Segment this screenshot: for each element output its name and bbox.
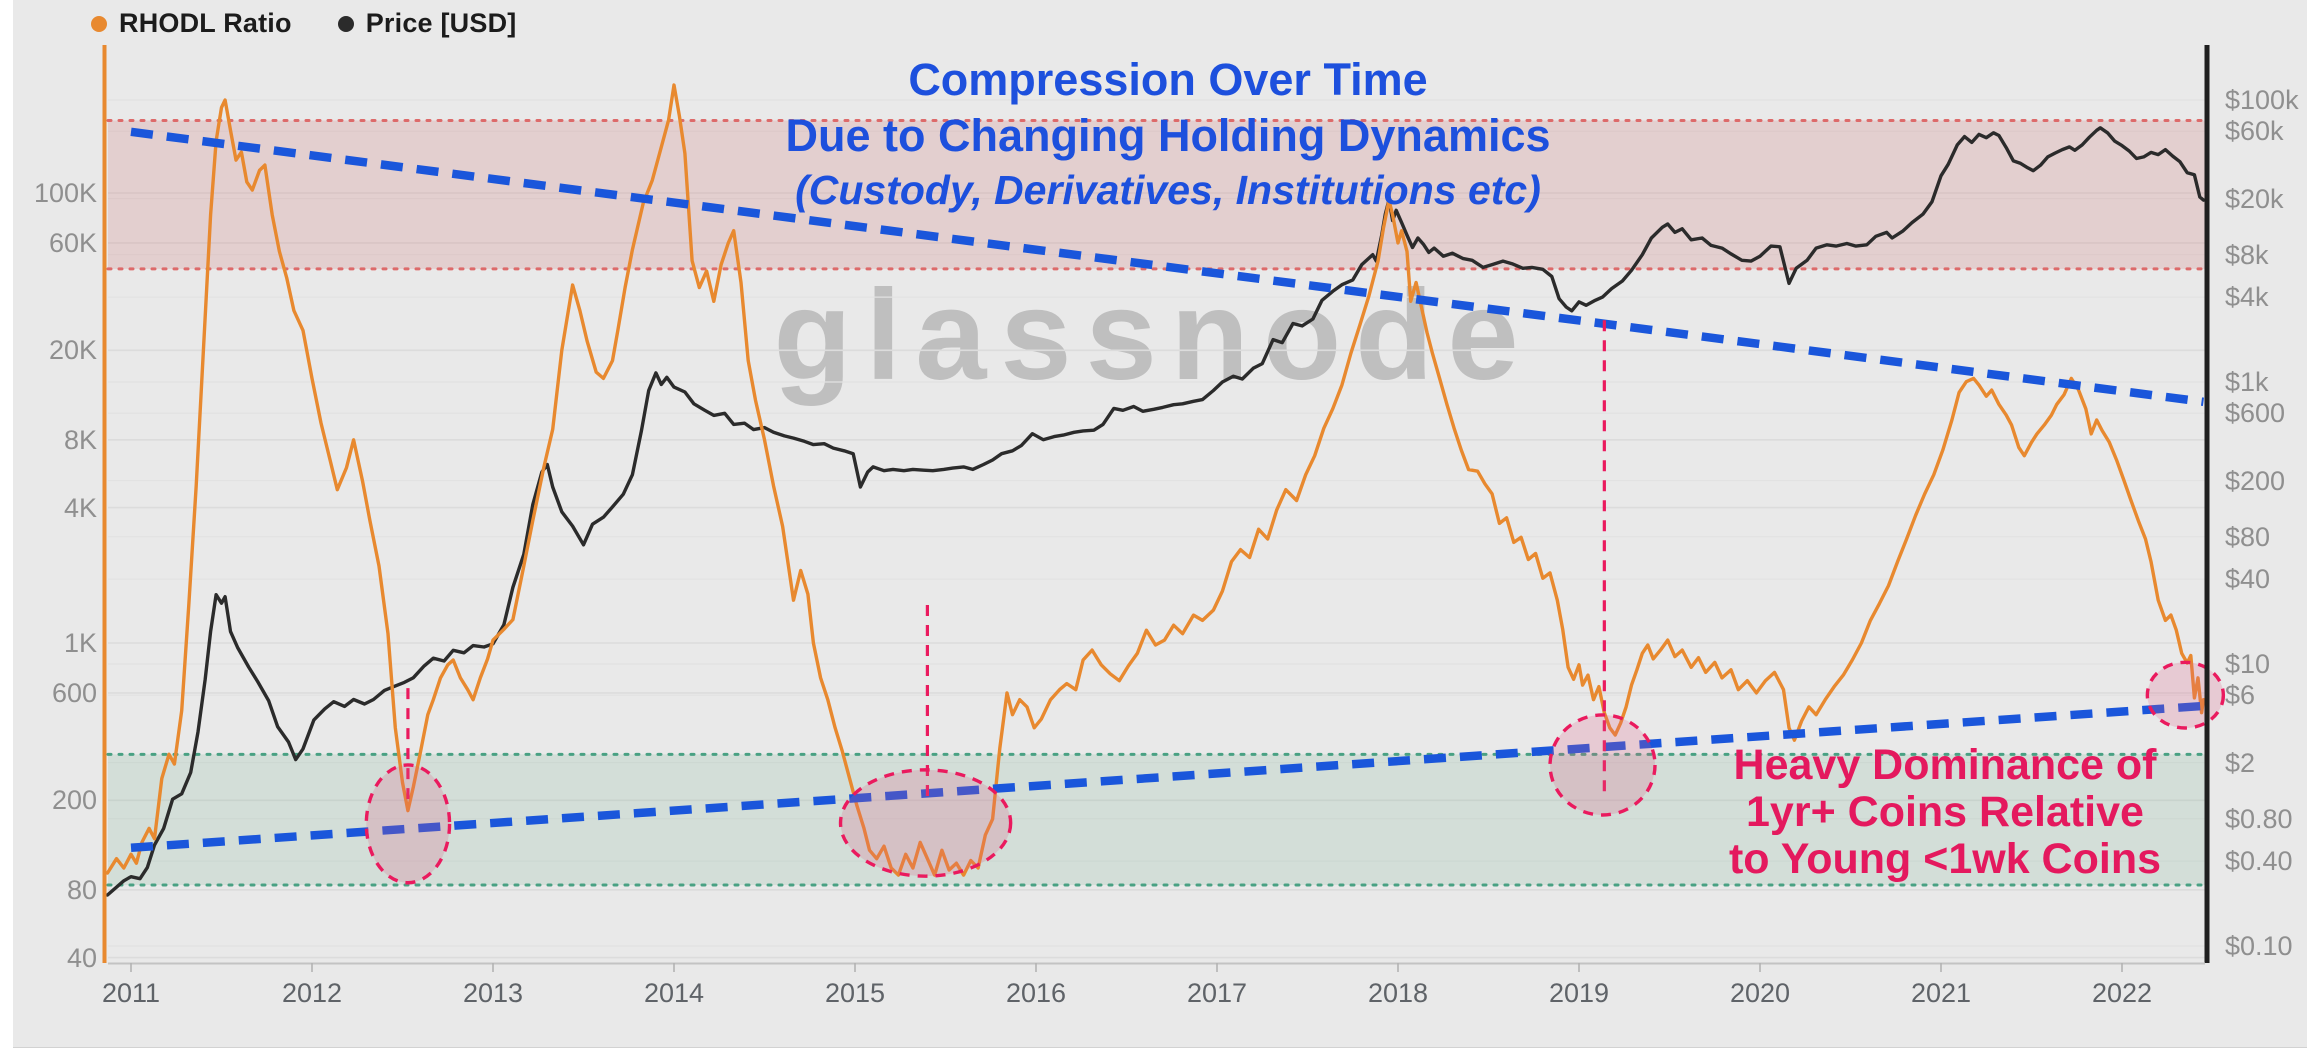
right-tick-label: $2 <box>2225 747 2256 778</box>
cycle-low-ellipse <box>1548 713 1657 817</box>
right-tick-label: $20k <box>2225 183 2284 214</box>
year-tick-label: 2017 <box>1186 978 1248 1008</box>
compression-zone <box>106 119 2207 271</box>
right-tick-label: $8k <box>2225 239 2269 270</box>
left-tick-label: 40 <box>66 942 97 973</box>
legend-label: RHODL Ratio <box>119 8 292 38</box>
dominance-lower-trendline <box>130 701 2204 853</box>
compression-annotation-line3: (Custody, Derivatives, Institutions etc) <box>795 167 1541 213</box>
year-tick-label: 2020 <box>1729 978 1791 1008</box>
year-tick-label: 2011 <box>101 978 161 1008</box>
legend-label: Price [USD] <box>365 8 517 38</box>
rhodl-price-chart <box>102 45 2226 972</box>
left-tick-label: 20K <box>48 335 97 366</box>
left-tick-label: 100K <box>33 178 97 208</box>
glassnode-watermark: glassnode <box>773 264 1533 407</box>
year-tick-label: 2015 <box>824 978 886 1008</box>
right-tick-label: $0.80 <box>2225 803 2293 834</box>
left-tick-label: 600 <box>51 677 97 708</box>
left-tick-label: 80 <box>66 874 97 905</box>
chart-panel: RHODL Ratio Price [USD] glassnode 100K 60… <box>13 0 2307 1048</box>
year-tick-label: 2019 <box>1548 978 1610 1008</box>
compression-annotation-line1: Compression Over Time <box>908 54 1428 105</box>
right-tick-label: $4k <box>2225 282 2269 313</box>
left-tick-label: 4K <box>63 492 97 523</box>
compression-upper-trendline <box>130 127 2204 407</box>
price-series-dot-icon <box>337 15 354 32</box>
cycle-low-ellipse <box>364 763 452 885</box>
cycle-low-ellipse <box>838 768 1013 878</box>
dominance-annotation-line2: 1yr+ Coins Relative <box>1746 788 2144 836</box>
right-tick-label: $40 <box>2225 564 2271 595</box>
right-tick-label: $0.10 <box>2225 931 2293 961</box>
left-tick-label: 200 <box>51 785 97 816</box>
rhodl-series-dot-icon <box>91 15 107 32</box>
year-tick-label: 2021 <box>1910 978 1972 1008</box>
year-tick-label: 2013 <box>462 978 524 1008</box>
legend-item-rhodl-ratio[interactable]: RHODL Ratio <box>91 8 292 39</box>
year-tick-label: 2014 <box>643 978 705 1008</box>
legend-item-price-usd[interactable]: Price [USD] <box>337 8 517 39</box>
gridlines <box>108 99 2205 959</box>
right-tick-label: $100k <box>2225 85 2299 115</box>
compression-annotation-line2: Due to Changing Holding Dynamics <box>785 110 1551 161</box>
right-tick-label: $60k <box>2225 116 2284 147</box>
compression-annotation: Compression Over Time Due to Changing Ho… <box>643 52 1693 216</box>
right-tick-label: $200 <box>2225 465 2286 496</box>
rhodl-ratio-line <box>105 83 2206 877</box>
cycle-low-ellipse <box>2145 660 2226 730</box>
right-tick-label: $6 <box>2225 680 2256 711</box>
left-tick-label: 8K <box>63 424 97 455</box>
dominance-annotation-line3: to Young <1wk Coins <box>1728 835 2162 883</box>
right-tick-label: $1k <box>2225 367 2269 397</box>
year-tick-label: 2016 <box>1005 978 1067 1008</box>
year-tick-label: 2018 <box>1367 978 1429 1008</box>
year-tick-label: 2012 <box>281 978 343 1008</box>
cycle-low-highlights <box>364 320 2226 885</box>
chart-legend: RHODL Ratio Price [USD] <box>91 8 516 39</box>
left-tick-label: 1K <box>63 628 97 658</box>
right-tick-label: $600 <box>2225 398 2286 429</box>
dominance-annotation: Heavy Dominance of 1yr+ Coins Relative t… <box>1665 742 2225 883</box>
right-tick-label: $10 <box>2225 649 2271 679</box>
dominance-annotation-line1: Heavy Dominance of <box>1733 741 2157 789</box>
left-tick-label: 60K <box>48 227 97 258</box>
right-tick-label: $0.40 <box>2225 846 2293 877</box>
price-usd-line <box>105 126 2206 897</box>
right-tick-label: $80 <box>2225 521 2271 552</box>
year-tick-label: 2022 <box>2091 978 2153 1008</box>
